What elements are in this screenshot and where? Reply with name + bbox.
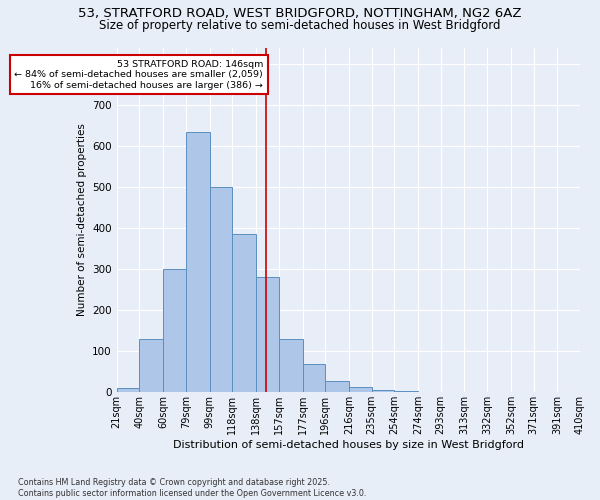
- Bar: [163, 269, 186, 392]
- Bar: [371, 390, 394, 392]
- Bar: [117, 388, 139, 392]
- Text: 53, STRATFORD ROAD, WEST BRIDGFORD, NOTTINGHAM, NG2 6AZ: 53, STRATFORD ROAD, WEST BRIDGFORD, NOTT…: [78, 8, 522, 20]
- Bar: [186, 132, 209, 392]
- Y-axis label: Number of semi-detached properties: Number of semi-detached properties: [77, 124, 86, 316]
- Bar: [209, 187, 232, 392]
- Bar: [139, 339, 163, 392]
- Text: Size of property relative to semi-detached houses in West Bridgford: Size of property relative to semi-detach…: [99, 19, 501, 32]
- Bar: [349, 387, 371, 392]
- Text: Contains HM Land Registry data © Crown copyright and database right 2025.
Contai: Contains HM Land Registry data © Crown c…: [18, 478, 367, 498]
- Bar: [394, 391, 418, 392]
- Bar: [256, 278, 278, 392]
- Bar: [278, 339, 302, 392]
- Bar: [325, 381, 349, 392]
- Text: 53 STRATFORD ROAD: 146sqm
← 84% of semi-detached houses are smaller (2,059)
16% : 53 STRATFORD ROAD: 146sqm ← 84% of semi-…: [14, 60, 263, 90]
- Bar: [232, 234, 256, 392]
- X-axis label: Distribution of semi-detached houses by size in West Bridgford: Distribution of semi-detached houses by …: [173, 440, 524, 450]
- Bar: [302, 364, 325, 392]
